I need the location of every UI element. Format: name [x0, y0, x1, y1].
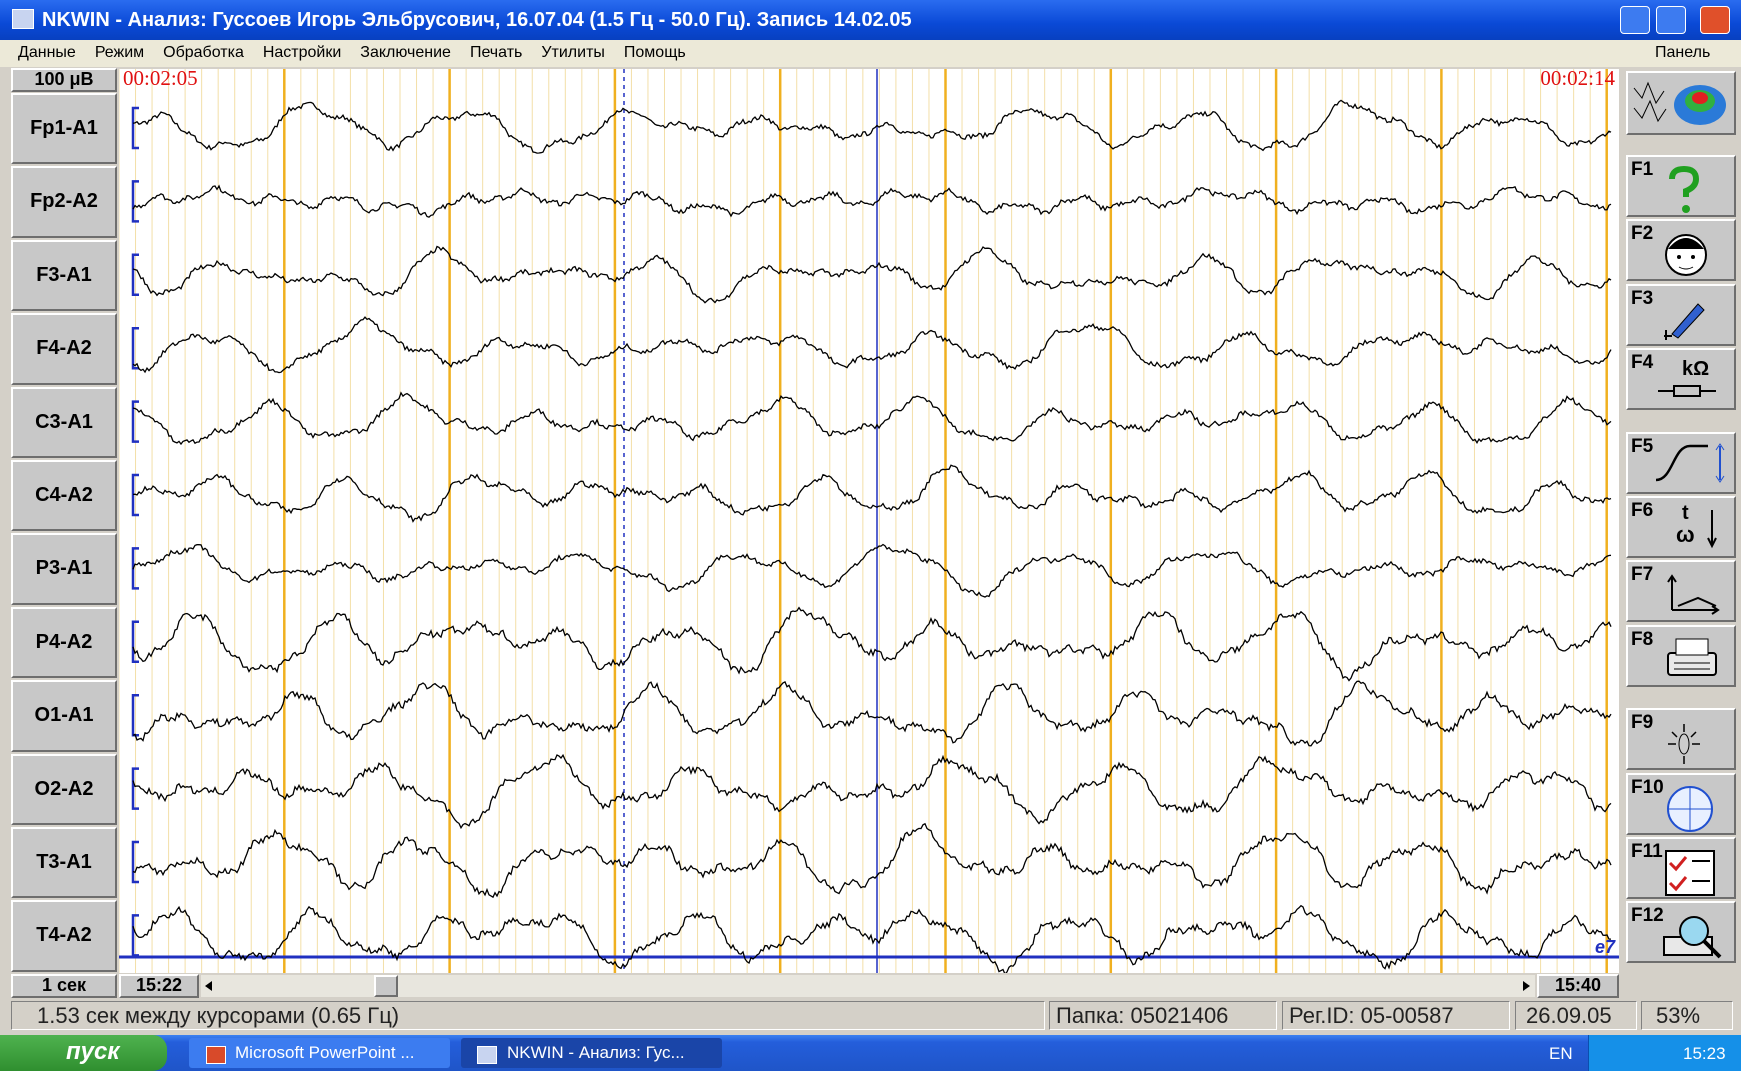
channel-label: C4-A2 — [11, 460, 117, 531]
channel-label: O2-A2 — [11, 754, 117, 825]
status-zoom: 53% — [1641, 1001, 1733, 1030]
key-label: F2 — [1631, 223, 1653, 245]
eeg-view[interactable]: 00:02:05 00:02:14 e7 — [119, 69, 1619, 973]
menu-bar: Панель Данные Режим Обработка Настройки Закл… — [0, 40, 1741, 67]
timebase: 1 сек — [11, 974, 117, 998]
minimize-button[interactable] — [1620, 6, 1650, 34]
key-label: F1 — [1631, 159, 1653, 181]
scroll-track[interactable] — [201, 975, 1535, 997]
key-label: F4 — [1631, 352, 1653, 374]
language[interactable]: EN — [1549, 1044, 1573, 1064]
key-label: F7 — [1631, 564, 1653, 586]
taskbar-task[interactable]: NKWIN - Анализ: Гус... — [461, 1038, 722, 1068]
scroll-thumb[interactable] — [374, 975, 398, 997]
key-label: F9 — [1631, 712, 1653, 734]
taskbar-task[interactable]: Microsoft PowerPoint ... — [189, 1038, 450, 1068]
key-label: F6 — [1631, 500, 1653, 522]
menu-item[interactable]: Настройки — [263, 44, 341, 62]
channel-label: O1-A1 — [11, 680, 117, 751]
window: NKWIN - Анализ: Гуссоев Игорь Эльбрусови… — [0, 0, 1741, 1071]
menu-item[interactable]: Обработка — [163, 44, 244, 62]
app-icon — [12, 9, 34, 29]
function-key[interactable]: F5 — [1626, 432, 1736, 494]
event-marker: e7 — [1595, 937, 1616, 957]
menu-item[interactable]: Заключение — [360, 44, 451, 62]
time-start: 00:02:05 — [123, 69, 198, 90]
maximize-button[interactable] — [1656, 6, 1686, 34]
function-key[interactable]: F9 — [1626, 708, 1736, 770]
function-key[interactable]: F7 — [1626, 560, 1736, 622]
key-label: F5 — [1631, 436, 1653, 458]
status-bar: 1.53 сек между курсорами (0.65 Гц) Папка… — [0, 999, 1741, 1032]
function-key[interactable]: F11 — [1626, 837, 1736, 899]
channel-label: P3-A1 — [11, 533, 117, 604]
menu-item[interactable]: Помощь — [624, 44, 686, 62]
scale-label: 100 μВ — [11, 68, 117, 92]
tray: 15:23 — [1588, 1035, 1741, 1071]
key-label: F3 — [1631, 288, 1653, 310]
scroll-left[interactable] — [205, 981, 212, 991]
menu-item[interactable]: Печать — [470, 44, 522, 62]
channel-label: Fp1-A1 — [11, 93, 117, 164]
channel-label: C3-A1 — [11, 387, 117, 458]
scroll-right[interactable] — [1523, 981, 1530, 991]
panel-button[interactable]: Панель — [1655, 44, 1710, 62]
time-end: 00:02:14 — [1540, 69, 1615, 90]
mapping-button[interactable] — [1626, 71, 1736, 135]
function-key[interactable]: F2 — [1626, 219, 1736, 281]
key-label: F8 — [1631, 629, 1653, 651]
task-icon — [206, 1046, 226, 1064]
function-key[interactable]: F4 kΩ — [1626, 348, 1736, 410]
channel-label: T3-A1 — [11, 827, 117, 898]
mapping-icon — [1628, 73, 1734, 133]
function-key[interactable]: F8 — [1626, 625, 1736, 687]
title-bar: NKWIN - Анализ: Гуссоев Игорь Эльбрусови… — [0, 0, 1741, 40]
window-title: NKWIN - Анализ: Гуссоев Игорь Эльбрусови… — [42, 9, 912, 32]
channel-label: F4-A2 — [11, 313, 117, 384]
close-button[interactable] — [1700, 6, 1730, 34]
status-reg-id: Рег.ID: 05-00587 — [1282, 1001, 1510, 1030]
function-key[interactable]: F3 — [1626, 284, 1736, 346]
status-date: 26.09.05 — [1515, 1001, 1637, 1030]
clock: 15:23 — [1683, 1044, 1726, 1064]
icon-text: ω — [1676, 522, 1695, 548]
status-message: 1.53 сек между курсорами (0.65 Гц) — [11, 1001, 1045, 1030]
key-label: F11 — [1631, 841, 1663, 863]
status-folder: Папка: 05021406 — [1049, 1001, 1277, 1030]
function-key[interactable]: F10 — [1626, 773, 1736, 835]
key-label: F12 — [1631, 905, 1664, 927]
function-key[interactable]: F12 — [1626, 901, 1736, 963]
function-key[interactable]: F1 — [1626, 155, 1736, 217]
taskbar: пуск Microsoft PowerPoint ... NKWIN - Ан… — [0, 1035, 1741, 1071]
key-label: F10 — [1631, 777, 1664, 799]
channel-label: Fp2-A2 — [11, 166, 117, 237]
scroll-start-time: 15:22 — [119, 974, 199, 998]
scroll-end-time: 15:40 — [1537, 974, 1619, 998]
icon-text: kΩ — [1682, 358, 1709, 381]
menu-item[interactable]: Данные — [18, 44, 76, 62]
menu-item[interactable]: Режим — [95, 44, 144, 62]
start-button[interactable]: пуск — [0, 1035, 167, 1071]
menu-item[interactable]: Утилиты — [541, 44, 605, 62]
channel-label: F3-A1 — [11, 240, 117, 311]
channel-label: P4-A2 — [11, 607, 117, 678]
task-icon — [477, 1046, 497, 1064]
channel-label: T4-A2 — [11, 900, 117, 971]
